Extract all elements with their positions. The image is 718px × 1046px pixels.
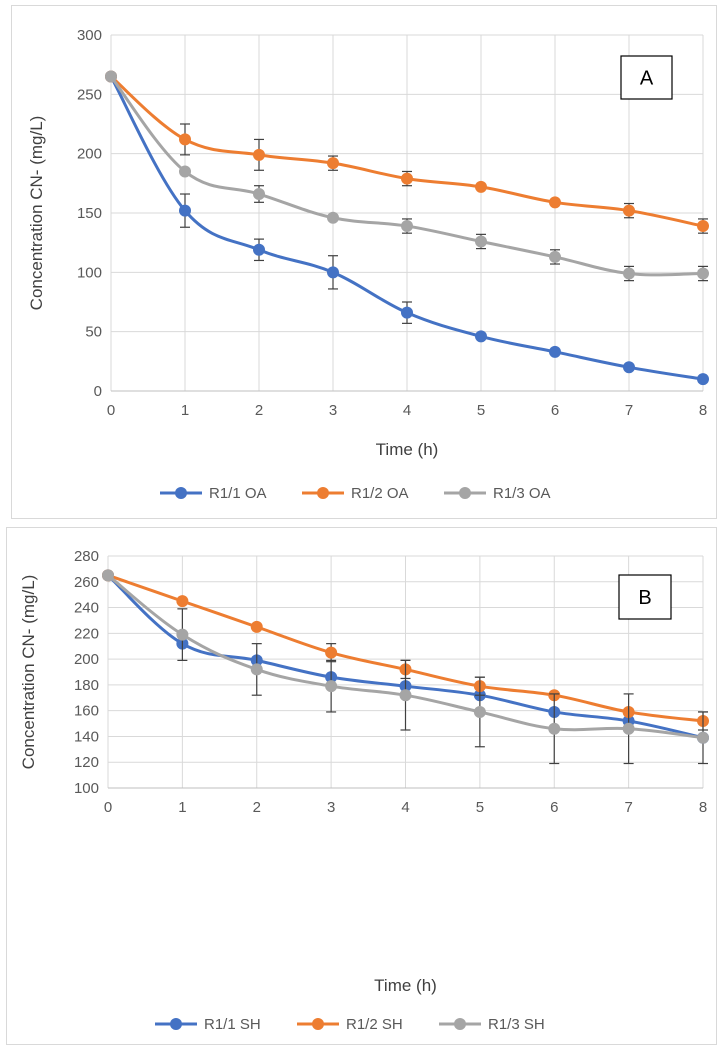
chart-a-x-axis-title: Time (h)	[376, 440, 439, 459]
chart-panel-b: 100 120 140 160 180 200 220 240 260 280 0 1 2 3 4 5 6 7 8 T…	[6, 527, 717, 1045]
chart-a-legend-item: R1/3 OA	[444, 485, 551, 502]
chart-b-y-tick-label: 180	[74, 677, 99, 694]
chart-b-y-tick-label: 220	[74, 625, 99, 642]
chart-a-data-point	[401, 172, 413, 185]
chart-b-x-tick-label: 7	[624, 799, 632, 816]
chart-a-x-tick-label: 3	[329, 402, 337, 419]
chart-a-data-point	[179, 204, 191, 217]
chart-a-data-point	[697, 220, 709, 233]
svg-text:R1/2 OA: R1/2 OA	[351, 485, 409, 502]
chart-a-y-tick-label: 0	[94, 383, 102, 400]
chart-a-y-tick-label: 250	[77, 86, 102, 103]
chart-b-x-tick-label: 1	[178, 799, 186, 816]
chart-a-y-tick-label: 150	[77, 205, 102, 222]
chart-a-x-tick-label: 2	[255, 402, 263, 419]
chart-a-y-tick-label: 50	[85, 324, 102, 341]
chart-a-data-point	[623, 204, 635, 217]
chart-a-data-point	[549, 250, 561, 263]
chart-b-y-tick-label: 280	[74, 548, 99, 565]
chart-b-data-point	[325, 680, 338, 693]
chart-a-x-tick-label: 8	[699, 402, 707, 419]
chart-a-y-axis-title: Concentration CN- (mg/L)	[27, 116, 46, 311]
chart-a-data-point	[549, 196, 561, 209]
chart-a-data-point	[475, 330, 487, 343]
chart-a-data-point	[327, 266, 339, 279]
chart-a-x-tick-label: 4	[403, 402, 411, 419]
chart-a-x-tick-label: 7	[625, 402, 633, 419]
chart-b-y-tick-label: 140	[74, 728, 99, 745]
chart-b-y-tick-label: 240	[74, 600, 99, 617]
chart-b-y-tick-label: 200	[74, 651, 99, 668]
chart-b-data-point	[250, 620, 263, 633]
chart-a-data-point	[697, 373, 709, 386]
chart-b-legend-item: R1/3 SH	[439, 1016, 545, 1033]
chart-b-data-point	[250, 663, 263, 676]
chart-b-data-point	[473, 705, 486, 718]
chart-a-data-point	[179, 165, 191, 178]
chart-a-x-tick-label: 5	[477, 402, 485, 419]
chart-a-data-point	[179, 133, 191, 146]
chart-a-data-point	[401, 220, 413, 233]
chart-a-data-point	[697, 267, 709, 280]
chart-a-data-point	[623, 361, 635, 374]
chart-a-y-tick-label: 200	[77, 146, 102, 163]
svg-text:R1/3 OA: R1/3 OA	[493, 485, 551, 502]
chart-a-x-tick-label: 1	[181, 402, 189, 419]
chart-a-data-point	[253, 243, 265, 256]
chart-b-x-tick-label: 6	[550, 799, 558, 816]
chart-a-data-point	[253, 148, 265, 161]
chart-a-y-tick-label: 300	[77, 27, 102, 44]
chart-b-x-tick-label: 3	[327, 799, 335, 816]
chart-a-legend-item: R1/2 OA	[302, 485, 409, 502]
chart-b-y-tick-label: 160	[74, 703, 99, 720]
chart-b-data-point	[399, 689, 412, 702]
chart-a-data-point	[327, 157, 339, 170]
chart-a-data-point	[549, 345, 561, 358]
chart-b-x-tick-label: 2	[253, 799, 261, 816]
chart-b-data-point	[697, 731, 709, 744]
chart-b-y-tick-label: 260	[74, 574, 99, 591]
chart-a-data-point	[327, 211, 339, 224]
chart-a-panel-label: A	[620, 55, 673, 100]
chart-b-legend-item: R1/1 SH	[155, 1016, 261, 1033]
chart-b-x-tick-label: 5	[476, 799, 484, 816]
chart-a-data-point	[105, 70, 117, 83]
svg-text:R1/2 SH: R1/2 SH	[346, 1016, 403, 1033]
chart-a-x-tick-label: 6	[551, 402, 559, 419]
chart-b-x-tick-label: 4	[401, 799, 409, 816]
chart-b-legend-item: R1/2 SH	[297, 1016, 403, 1033]
chart-b-y-tick-label: 120	[74, 754, 99, 771]
chart-b-data-point	[325, 646, 338, 659]
chart-b-data-point	[176, 595, 189, 608]
chart-a-data-point	[253, 188, 265, 201]
chart-b-data-point	[102, 569, 114, 582]
chart-a-data-point	[475, 180, 487, 193]
svg-text:B: B	[638, 587, 651, 609]
chart-a-data-point	[475, 235, 487, 248]
chart-a-y-tick-label: 100	[77, 264, 102, 281]
chart-b-data-point	[176, 628, 189, 641]
chart-b-data-point	[622, 722, 635, 735]
chart-b-panel-label: B	[618, 574, 672, 620]
chart-b-y-tick-label: 100	[74, 780, 99, 797]
chart-b-y-axis-title: Concentration CN- (mg/L)	[19, 575, 38, 770]
chart-a-legend-item: R1/1 OA	[160, 485, 267, 502]
svg-text:R1/3 SH: R1/3 SH	[488, 1016, 545, 1033]
chart-a-svg: 0 50 100 150 200 250 300 0 1 2 3 4 5 6 7 8 Time (h) Conce…	[27, 27, 709, 502]
svg-text:A: A	[640, 68, 654, 90]
chart-b-x-axis-title: Time (h)	[374, 976, 437, 995]
chart-b-x-tick-label: 8	[699, 799, 707, 816]
chart-b-data-point	[548, 722, 561, 735]
chart-a-data-point	[401, 306, 413, 319]
chart-b-x-tick-label: 0	[104, 799, 112, 816]
chart-b-svg: 100 120 140 160 180 200 220 240 260 280 0 1 2 3 4 5 6 7 8 T…	[19, 548, 709, 1033]
chart-a-x-tick-label: 0	[107, 402, 115, 419]
chart-panel-a: 0 50 100 150 200 250 300 0 1 2 3 4 5 6 7 8 Time (h) Conce…	[11, 5, 717, 519]
svg-text:R1/1 SH: R1/1 SH	[204, 1016, 261, 1033]
chart-a-data-point	[623, 267, 635, 280]
svg-text:R1/1 OA: R1/1 OA	[209, 485, 267, 502]
